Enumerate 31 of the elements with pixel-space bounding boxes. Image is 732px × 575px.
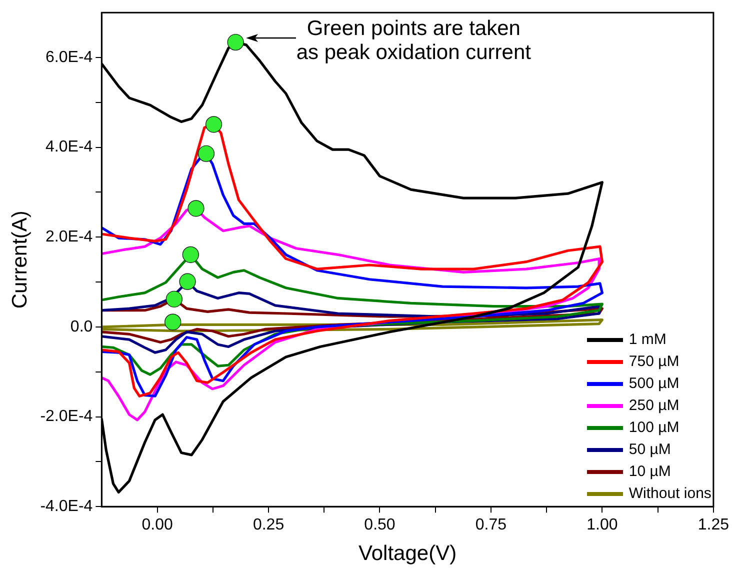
- point: [166, 290, 182, 308]
- legend-label: 10 µM: [628, 462, 671, 482]
- y-tick-label: 2.0E-4: [46, 228, 93, 246]
- legend-label: 750 µM: [628, 352, 680, 372]
- legend-label: 100 µM: [628, 418, 680, 438]
- annotation: Green points are taken as peak oxidation current: [295, 16, 532, 65]
- point: [198, 145, 215, 162]
- point: [164, 314, 182, 330]
- point: [227, 34, 244, 51]
- legend-label: 500 µM: [628, 374, 680, 394]
- x-tick-label: 1.00: [586, 516, 618, 534]
- legend-label: Without ions: [628, 484, 712, 504]
- y-tick-label: 0.0: [70, 318, 93, 336]
- x-axis-title: Voltage(V): [358, 542, 457, 566]
- x-tick-label: 1.25: [698, 516, 730, 534]
- y-tick-label: 4.0E-4: [46, 138, 93, 156]
- x-tick-label: 0.00: [142, 516, 173, 534]
- point: [188, 200, 204, 217]
- y-tick-label: -2.0E-4: [40, 408, 93, 426]
- x-tick-label: 0.50: [364, 516, 396, 534]
- y-tick-label: 6.0E-4: [46, 48, 93, 66]
- legend-label: 50 µM: [628, 440, 671, 460]
- y-axis-title: Current(A): [8, 210, 32, 309]
- legend-label: 1 mM: [628, 330, 666, 350]
- x-tick-label: 0.75: [475, 516, 507, 534]
- x-tick-label: 0.25: [252, 516, 284, 534]
- point: [182, 246, 199, 263]
- y-tick-label: -4.0E-4: [40, 498, 93, 516]
- point: [205, 116, 222, 133]
- legend-label: 250 µM: [628, 396, 680, 416]
- point: [179, 273, 196, 290]
